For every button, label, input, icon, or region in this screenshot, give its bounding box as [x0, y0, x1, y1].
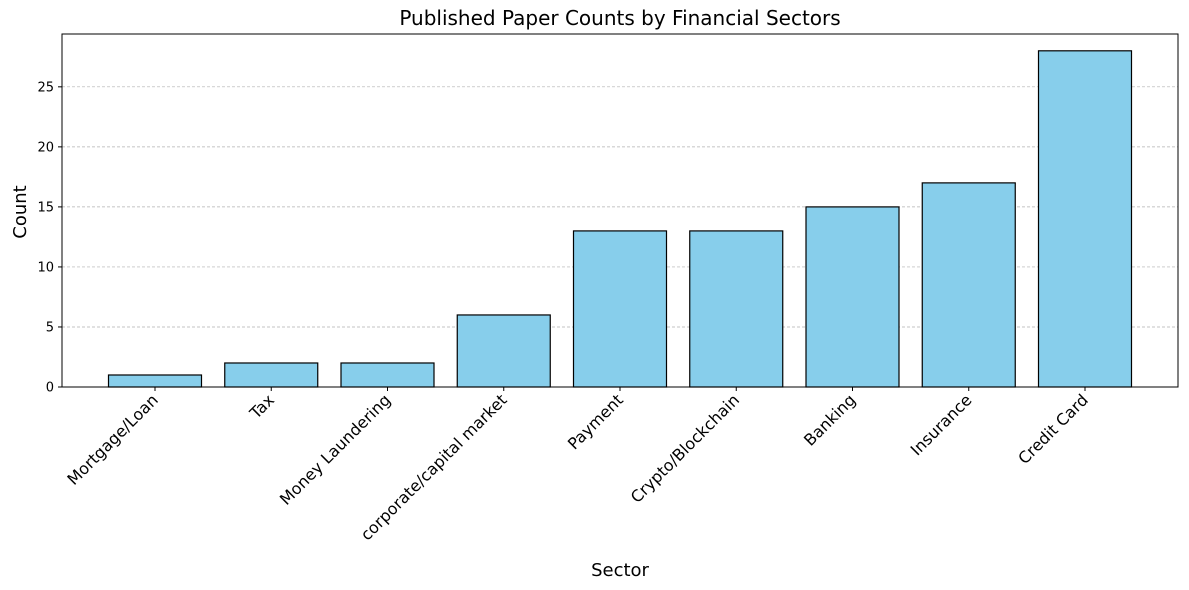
x-axis-label: Sector [591, 560, 649, 581]
x-tick-label: Insurance [907, 390, 976, 459]
y-axis-label: Count [10, 185, 31, 238]
x-tick-label: Banking [800, 390, 859, 449]
y-tick-label: 5 [46, 320, 54, 335]
x-tick-label: Credit Card [1014, 390, 1092, 468]
y-tick-label: 10 [37, 260, 54, 275]
bar-corporate-capital-market [456, 314, 551, 388]
chart-title: Published Paper Counts by Financial Sect… [399, 6, 840, 30]
x-tick-label: Payment [564, 390, 627, 453]
bars [107, 50, 1133, 388]
y-tick-label: 15 [37, 200, 54, 215]
bar-payment [572, 230, 668, 388]
y-tick-label: 0 [46, 381, 54, 396]
bar-insurance [921, 182, 1016, 388]
x-tick-label: Crypto/Blockchain [627, 390, 743, 506]
bar-mortgage-loan [107, 374, 203, 388]
bar-credit-card [1037, 50, 1133, 388]
bar-money-laundering [340, 362, 435, 388]
x-tick-label: Money Laundering [276, 390, 394, 508]
y-tick-label: 25 [37, 80, 54, 95]
x-tick-label: Tax [245, 390, 278, 423]
bar-tax [224, 362, 319, 388]
bar-banking [805, 206, 900, 388]
x-tick-label: Mortgage/Loan [63, 390, 161, 488]
y-tick-label: 20 [37, 140, 54, 155]
y-axis-ticks: 0 5 10 15 20 25 [37, 80, 62, 396]
bar-crypto-blockchain [689, 230, 784, 388]
